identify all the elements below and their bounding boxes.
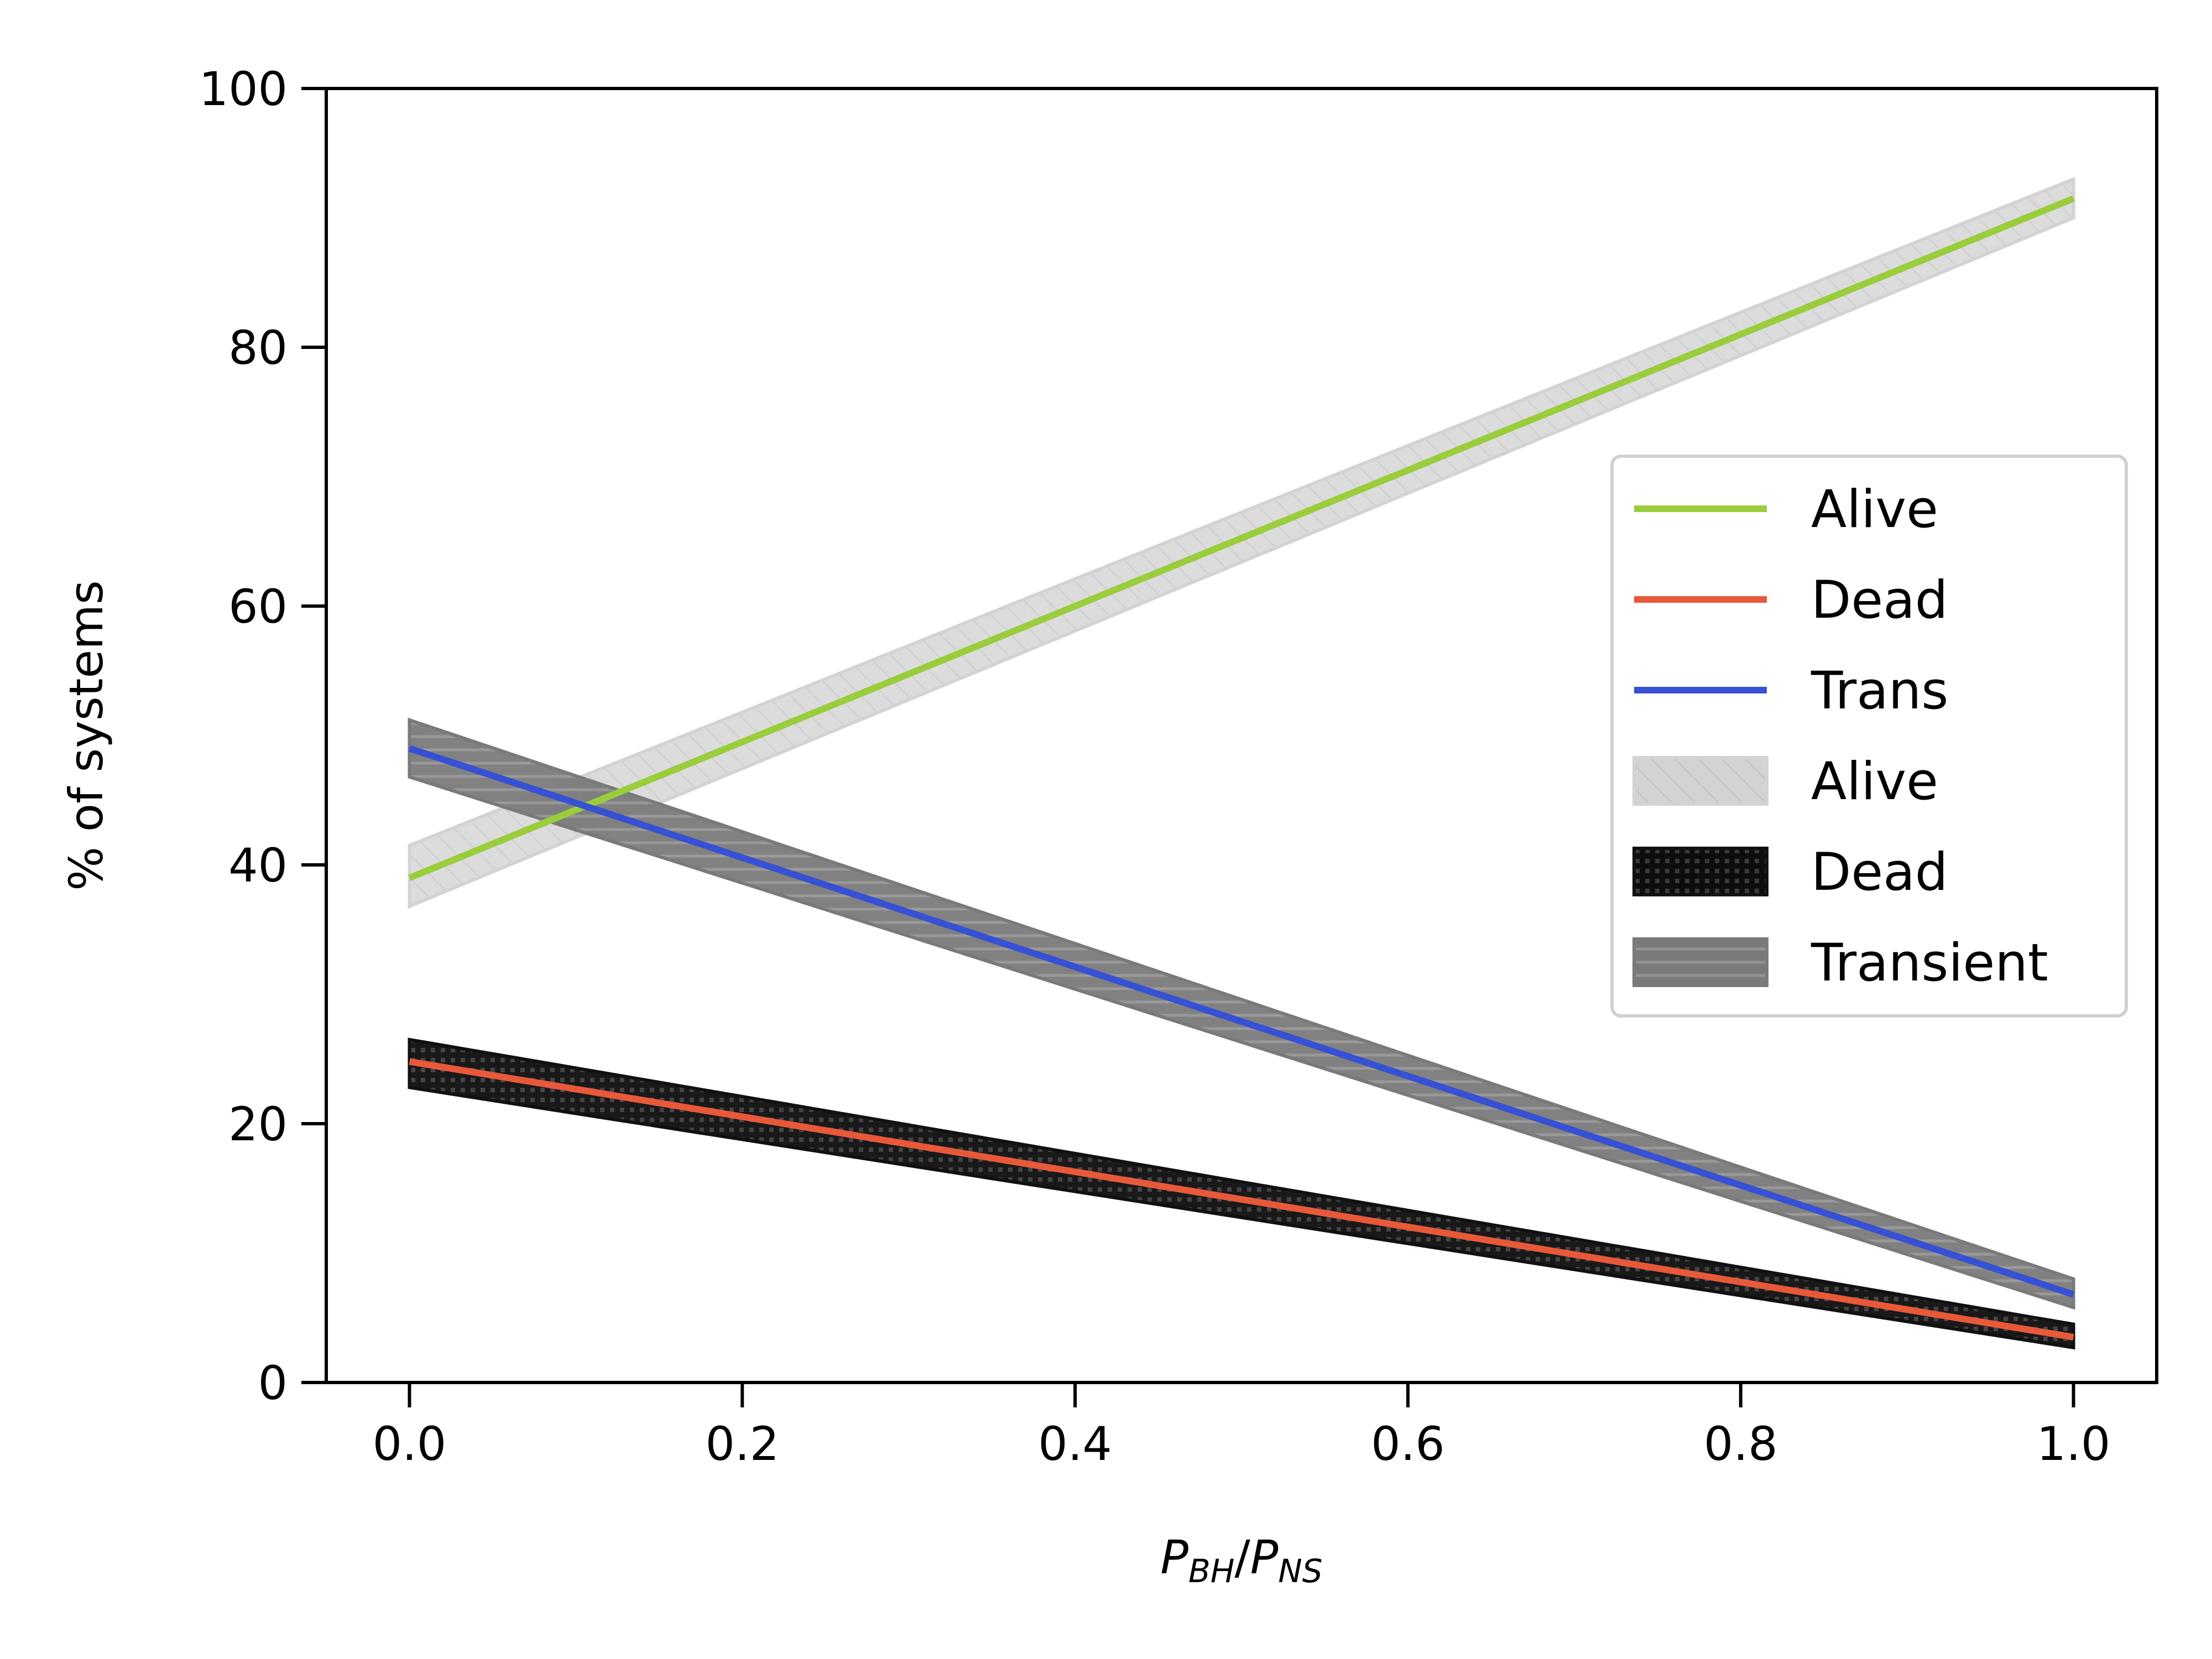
lines-layer xyxy=(408,195,2075,1341)
y-tick-label: 40 xyxy=(228,838,288,893)
y-tick-label: 20 xyxy=(228,1097,288,1151)
x-tick-label: 1.0 xyxy=(2037,1417,2111,1471)
series-line-trans xyxy=(408,745,2075,1298)
legend-swatch xyxy=(1632,756,1768,806)
x-ticks: 0.0 0.2 0.4 0.6 0.8 1.0 xyxy=(373,1383,2111,1471)
legend-entry-line-trans: Trans xyxy=(1634,661,1948,721)
x-tick-label: 0.2 xyxy=(705,1417,779,1471)
x-tick-label: 0.6 xyxy=(1371,1417,1445,1471)
legend-entries: Alive Dead Trans Alive Dead Transient xyxy=(1632,479,2048,993)
x-tick-label: 0.8 xyxy=(1704,1417,1778,1471)
x-tick-label: 0.4 xyxy=(1038,1417,1112,1471)
legend-swatch xyxy=(1632,847,1768,896)
legend-entry-band-transient: Transient xyxy=(1632,933,2048,993)
y-tick-label: 0 xyxy=(258,1356,288,1410)
x-tick-label: 0.0 xyxy=(373,1417,447,1471)
x-axis-title: PBH/PNS xyxy=(1160,1530,1322,1590)
legend-label: Dead xyxy=(1811,842,1948,902)
legend-label: Transient xyxy=(1811,933,2048,993)
y-tick-label: 80 xyxy=(228,321,288,375)
legend-entry-line-dead: Dead xyxy=(1634,570,1948,630)
legend-swatch xyxy=(1632,937,1768,987)
plot-frame xyxy=(325,87,2158,1384)
y-axis-title: % of systems xyxy=(59,580,113,891)
legend-entry-line-alive: Alive xyxy=(1634,479,1938,540)
y-ticks: 0 20 40 60 80 100 xyxy=(199,62,326,1410)
legend: Alive Dead Trans Alive Dead Transient xyxy=(1610,455,2128,1018)
legend-label: Alive xyxy=(1811,479,1938,540)
y-tick-label: 60 xyxy=(228,580,288,634)
legend-label: Trans xyxy=(1811,661,1948,721)
legend-label: Alive xyxy=(1811,752,1938,812)
band-alive xyxy=(408,176,2075,909)
series-line-alive xyxy=(408,195,2075,881)
legend-label: Dead xyxy=(1811,570,1948,630)
legend-entry-band-alive: Alive xyxy=(1632,752,1938,812)
legend-frame xyxy=(1610,455,2128,1018)
series-line-dead xyxy=(409,1058,2074,1341)
y-tick-label: 100 xyxy=(199,62,288,116)
legend-entry-band-dead: Dead xyxy=(1632,842,1948,902)
